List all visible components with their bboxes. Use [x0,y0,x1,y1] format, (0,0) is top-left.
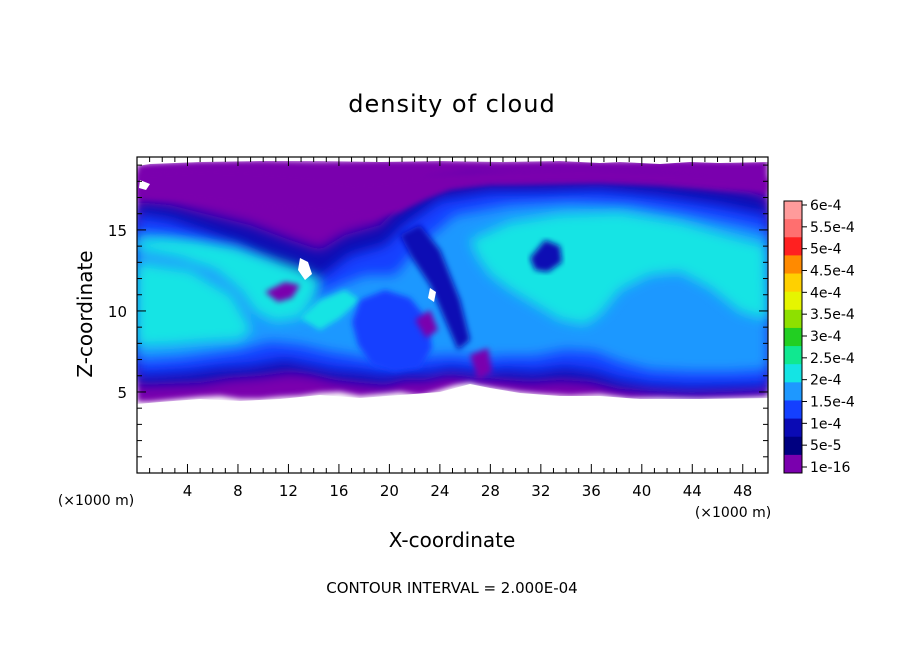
colorbar-swatch [784,327,802,347]
colorbar-swatch [784,436,802,456]
colorbar-label: 1e-4 [810,416,842,432]
x-tick-label: 12 [279,482,298,500]
cloud-lobe [530,240,562,272]
colorbar-label: 5.5e-4 [810,220,855,236]
x-tick-label: 28 [481,482,500,500]
cloud-swirl [265,282,492,380]
x-tick-label: 8 [233,482,243,500]
y-tick-label: 5 [117,384,127,402]
cloud-field [137,157,768,473]
cloud-lobe [352,290,432,372]
colorbar-swatch [784,400,802,420]
colorbar-swatch [784,237,802,256]
x-tick-label: 44 [683,482,702,500]
x-tick-label: 32 [531,482,550,500]
colorbar-swatch [784,273,802,293]
colorbar-label: 4.5e-4 [810,264,855,280]
colorbar-swatch [784,454,802,474]
colorbar-label: 6e-4 [810,198,842,214]
x-tick-label: 4 [183,482,193,500]
x-tick-label: 40 [632,482,651,500]
colorbar-swatch [784,219,802,238]
colorbar-swatch [784,255,802,275]
colorbar-frame [783,200,803,474]
contour-interval-footer: CONTOUR INTERVAL = 2.000E-04 [326,579,577,597]
colorbar-labels: 6e-4 5.5e-4 5e-4 4.5e-4 4e-4 3.5e-4 3e-4 2.5e-4… [802,198,855,476]
y-tick-label: 10 [108,303,127,321]
cloud-gap [137,157,768,166]
colorbar-label: 2e-4 [810,373,842,389]
y-tick-labels: 5 10 15 [108,222,127,402]
x-tick-label: 20 [380,482,399,500]
cloud-cyan-right [470,212,768,325]
colorbar-swatch [784,418,802,438]
x-unit-label: (×1000 m) [58,493,134,509]
x-axis-label: X-coordinate [389,528,516,552]
y-tick-label: 15 [108,222,127,240]
chart-title: density of cloud [348,90,555,118]
colorbar-swatch [784,291,802,311]
x-unit-label-right: (×1000 m) [695,505,771,521]
colorbar-label: 5e-5 [810,438,841,454]
cloud-gap [137,384,768,473]
cloud-cyan-left [137,238,322,346]
colorbar-label: 3.5e-4 [810,307,855,323]
colorbar-swatch [784,309,802,329]
colorbar-label: 1.5e-4 [810,395,855,411]
cloud-cyan-center [300,290,360,330]
y-axis-label: Z-coordinate [73,250,97,377]
x-tick-labels: 4 8 12 16 20 24 28 32 36 40 44 48 [183,482,753,500]
tick-marks [137,157,768,473]
colorbar [783,200,803,474]
colorbar-swatch [784,346,802,365]
x-tick-label: 48 [733,482,752,500]
colorbar-label: 3e-4 [810,329,842,345]
x-tick-label: 36 [582,482,601,500]
colorbar-label: 4e-4 [810,285,842,301]
cloud-streak [400,225,470,350]
colorbar-label: 2.5e-4 [810,351,855,367]
colorbar-swatch [784,364,802,383]
colorbar-label: 1e-16 [810,460,850,476]
colorbar-swatch [784,382,802,401]
x-tick-label: 24 [430,482,449,500]
colorbar-swatch [784,201,802,220]
x-tick-label: 16 [329,482,348,500]
colorbar-label: 5e-4 [810,242,842,258]
cloud-upper-edge [137,168,768,218]
